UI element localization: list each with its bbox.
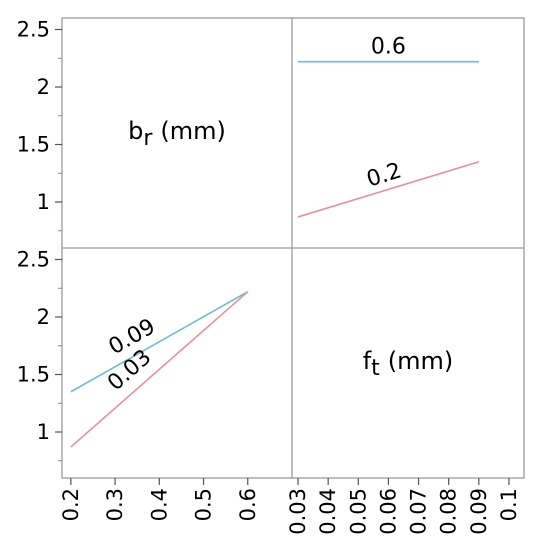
series-lines: 0.60.20.090.03 — [70, 35, 480, 448]
series-line — [70, 291, 249, 448]
factor-subscript: r — [143, 126, 153, 151]
factor-name: f — [363, 347, 372, 375]
y-tick-label: 1.5 — [17, 363, 50, 387]
factor-label: ft (mm) — [363, 347, 454, 381]
y-tick-label: 1 — [37, 420, 50, 444]
x-tick-label: 0.08 — [437, 488, 461, 535]
factor-name: b — [128, 117, 143, 145]
y-tick-label: 2 — [37, 305, 50, 329]
x-tick-label: 0.1 — [497, 488, 521, 521]
x-axes: 0.2 0.3 0.4 0.5 0.6 0.03 0.04 0.05 0.06 0.07 0.08 0… — [59, 478, 521, 535]
y-tick-label: 1 — [37, 190, 50, 214]
x-tick-label: 0.2 — [59, 488, 83, 521]
series-label: 0.03 — [103, 345, 156, 396]
y-tick-label: 1.5 — [17, 133, 50, 157]
x-tick-label: 0.03 — [286, 488, 310, 535]
x-tick-label: 0.3 — [103, 488, 127, 521]
x-tick-label: 0.5 — [192, 488, 216, 521]
diagonal-factor-labels: br (mm) ft (mm) — [128, 117, 453, 381]
plot-frame — [61, 17, 525, 479]
x-tick-label: 0.09 — [467, 488, 491, 535]
factor-label: br (mm) — [128, 117, 226, 151]
x-tick-label: 0.06 — [376, 488, 400, 535]
factor-subscript: t — [371, 356, 380, 381]
y-tick-label: 2.5 — [17, 18, 50, 42]
series-label: 0.6 — [371, 35, 406, 60]
x-tick-label: 0.04 — [316, 488, 340, 535]
x-tick-label: 0.6 — [236, 488, 260, 521]
y-tick-label: 2 — [37, 75, 50, 99]
y-tick-label: 2.5 — [17, 248, 50, 272]
x-tick-label: 0.07 — [407, 488, 431, 535]
y-axes: 2.5 2 1.5 1 2.5 2 1.5 1 — [17, 18, 62, 462]
x-tick-label: 0.4 — [147, 488, 171, 521]
series-line — [297, 160, 480, 218]
x-tick-label: 0.05 — [346, 488, 370, 535]
factor-unit: (mm) — [388, 347, 453, 375]
series-label: 0.2 — [364, 158, 405, 192]
factor-unit: (mm) — [160, 117, 225, 145]
series-line — [70, 291, 249, 393]
